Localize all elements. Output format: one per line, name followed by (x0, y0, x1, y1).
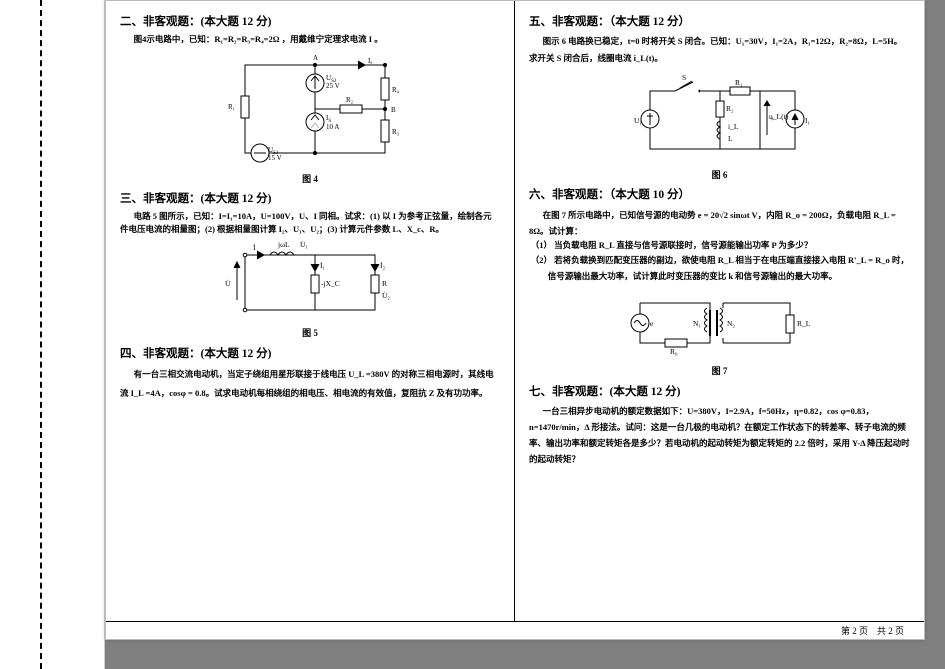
figure-5-svg: İ jωL U̇₁ İ₁ İ₂ U̇ -jX_C R U̇₂ (215, 240, 405, 320)
page-number: 第 2 页 共 2 页 (841, 626, 904, 636)
section-3-title: 三、非客观题：(本大题 12 分) (120, 190, 500, 208)
figure-5-caption: 图 5 (120, 326, 500, 340)
section-3-text: 电路 5 图所示，已知：I=I₁=10A，U=100V，U、I 同相。试求：(1… (120, 210, 500, 236)
section-6-item1: （1） 当负载电阻 R_L 直接与信号源联接时，信号源能输出功率 P 为多少？ (529, 239, 910, 252)
fig4-label-r2: R₂ (346, 96, 354, 104)
figure-6-caption: 图 6 (529, 168, 910, 182)
section-2-title: 二、非客观题：(本大题 12 分) (120, 13, 500, 31)
section-4-title: 四、非客观题：(本大题 12 分) (120, 345, 500, 363)
fig5-u1: U̇₁ (300, 240, 308, 249)
binding-margin (0, 0, 105, 669)
fig4-label-r4: R₄ (392, 86, 400, 94)
fig4-us1-v: 15 V (268, 154, 282, 162)
figure-5-wrap: İ jωL U̇₁ İ₁ İ₂ U̇ -jX_C R U̇₂ (120, 240, 500, 324)
fig7-n1: N₁ (693, 319, 701, 328)
section-6-title: 六、非客观题：（本大题 10 分） (529, 186, 910, 204)
fig5-i2: İ₂ (380, 261, 385, 270)
fig6-ul: u_L(t) (769, 112, 789, 121)
figure-4-caption: 图 4 (120, 172, 500, 186)
section-5-text: 图示 6 电路换已稳定，t=0 时将开关 S 闭合。已知：U₁=30V，I₁=2… (529, 33, 910, 67)
left-column: 二、非客观题：(本大题 12 分) 图4示电路中，已知：R₁=R₂=R₃=R₄=… (106, 1, 515, 621)
fig4-label-b: B (391, 106, 396, 114)
fig4-is-v: 10 A (326, 123, 339, 131)
fig4-label-r3: R₃ (392, 128, 400, 136)
fig6-r2: R₂ (726, 104, 734, 113)
content-row: 二、非客观题：(本大题 12 分) 图4示电路中，已知：R₁=R₂=R₃=R₄=… (106, 1, 924, 621)
binding-dashed-line (40, 0, 42, 669)
section-6-item2: （2） 若将负载换到匹配变压器的副边，欲使电阻 R_L 相当于在电压端直接接入电… (529, 252, 910, 284)
fig4-label-r1: R₁ (228, 103, 235, 111)
figure-6-wrap: + S R₁ R₂ U₁ i_L L u_L(t) I₁ (529, 71, 910, 165)
fig4-label-a: A (313, 54, 318, 62)
right-column: 五、非客观题：（本大题 12 分） 图示 6 电路换已稳定，t=0 时将开关 S… (515, 1, 924, 621)
page-footer: 第 2 页 共 2 页 (106, 621, 924, 639)
figure-7-wrap: e R₀ N₁ N₂ R_L (529, 288, 910, 362)
section-4-text: 有一台三相交流电动机，当定子绕组用星形联接于线电压 U_L =380V 的对称三… (120, 365, 500, 402)
fig4-label-ia: Iₐ (368, 57, 372, 65)
fig6-il: i_L (728, 122, 739, 131)
fig6-i1: I₁ (805, 116, 810, 125)
fig5-i1: İ₁ (320, 261, 325, 270)
fig5-i: İ (253, 243, 256, 252)
fig6-u1: U₁ (634, 116, 642, 125)
fig5-jwl: jωL (277, 240, 290, 249)
section-5-title: 五、非客观题：（本大题 12 分） (529, 13, 910, 31)
figure-7-svg: e R₀ N₁ N₂ R_L (615, 288, 825, 358)
section-2-text: 图4示电路中，已知：R₁=R₂=R₃=R₄=2Ω ，用戴维宁定理求电流 I 。 (120, 33, 500, 46)
fig6-r1: R₁ (735, 78, 743, 87)
fig5-u: U̇ (225, 278, 231, 287)
figure-4-svg: A B Iₐ R₁ R₂ R₃ R₄ US2 25 V IS 10 A US1 … (210, 50, 410, 165)
fig7-rl: R_L (797, 319, 811, 328)
fig5-u2: U̇₂ (382, 290, 390, 299)
fig6-l: L (728, 134, 733, 143)
figure-4-wrap: A B Iₐ R₁ R₂ R₃ R₄ US2 25 V IS 10 A US1 … (120, 50, 500, 169)
figure-6-svg: + S R₁ R₂ U₁ i_L L u_L(t) I₁ (620, 71, 820, 161)
fig4-us2-v: 25 V (326, 82, 340, 90)
fig6-s: S (682, 73, 686, 82)
section-7-text: 一台三相异步电动机的额定数据如下：U=380V，I=2.9A，f=50Hz，η=… (529, 403, 910, 468)
fig5-xc: -jX_C (321, 279, 340, 288)
fig7-ro: R₀ (670, 347, 678, 356)
fig7-n2: N₂ (727, 319, 735, 328)
fig7-e: e (650, 319, 654, 328)
figure-7-caption: 图 7 (529, 364, 910, 378)
fig5-r: R (382, 279, 387, 288)
section-7-title: 七、非客观题：(本大题 12 分) (529, 383, 910, 401)
section-6-text: 在图 7 所示电路中，已知信号源的电动势 e = 20√2 sinωt V，内阻… (529, 207, 910, 239)
page-sheet: 二、非客观题：(本大题 12 分) 图4示电路中，已知：R₁=R₂=R₃=R₄=… (105, 0, 925, 640)
